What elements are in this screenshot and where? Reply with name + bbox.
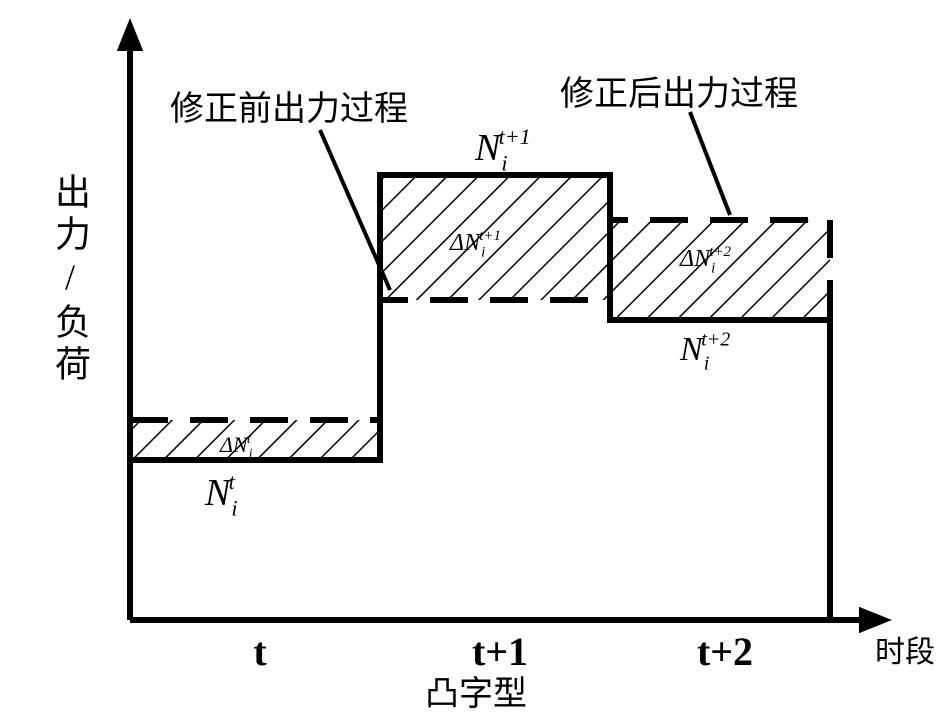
math-label-N_tp2: Nit+2 <box>679 329 730 375</box>
x-axis-arrow <box>859 607 892 633</box>
math-label-N_tp1: Nit+1 <box>474 124 531 176</box>
x-axis-label: 时段 <box>875 636 935 669</box>
callout-before-label: 修正前出力过程 <box>170 90 408 128</box>
y-axis-label: 出力/负荷 <box>50 173 90 387</box>
diagram-root: 出力/负荷时段 t t+1 t+2 凸字型 修正前出力过程 修正后出力过程 Nit Nit+1… <box>0 0 952 722</box>
callout-line-after <box>690 112 730 215</box>
bottom-caption: 凸字型 <box>425 675 527 713</box>
y-axis-arrow <box>117 18 143 51</box>
tick-label-0: t <box>253 629 267 674</box>
tick-label-2: t+2 <box>697 629 753 674</box>
callout-after-label: 修正后出力过程 <box>560 75 798 113</box>
math-label-N_t: Nit <box>204 469 237 521</box>
hatched-region-0 <box>130 420 380 460</box>
hatched-region-2 <box>610 220 830 320</box>
tick-label-1: t+1 <box>472 629 528 674</box>
